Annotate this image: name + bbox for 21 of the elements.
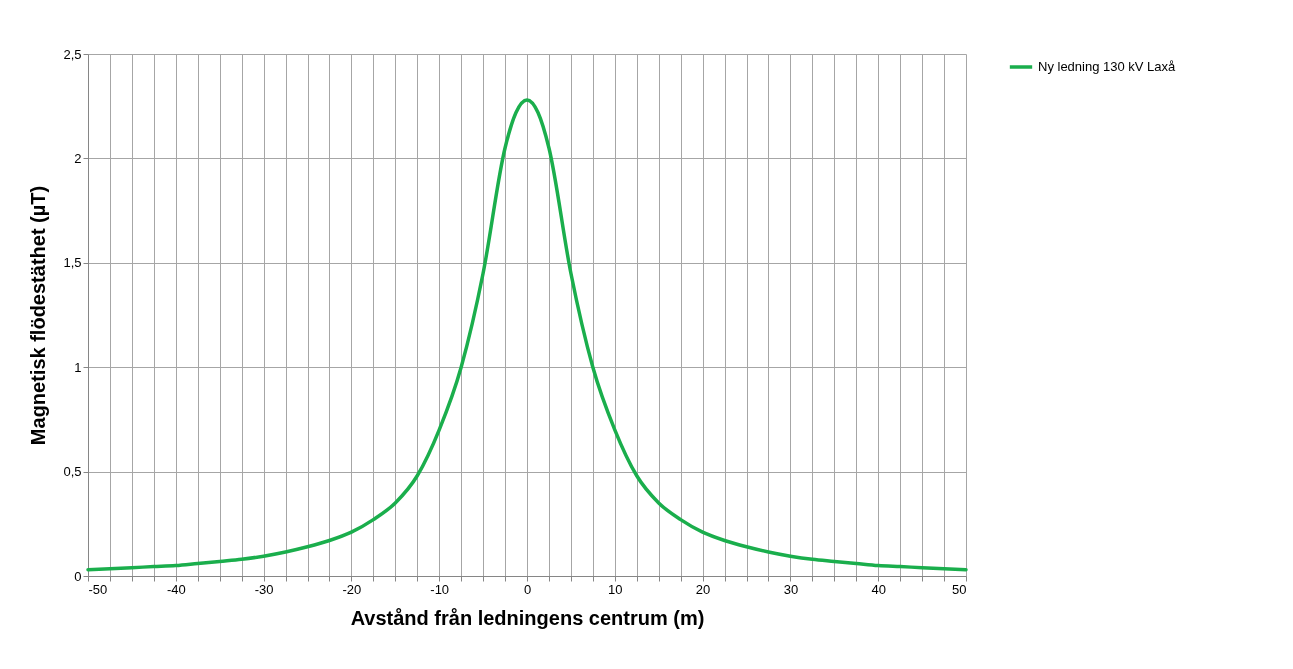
y-tick-label: 2,5	[63, 46, 82, 62]
x-tick-label: 50	[952, 581, 967, 597]
y-axis-title: Magnetisk flödestäthet (µT)	[27, 185, 50, 446]
x-tick-label: -20	[342, 581, 362, 597]
y-tick-label: 0,5	[63, 464, 82, 480]
x-tick-label: -50	[88, 581, 108, 597]
legend-label: Ny ledning 130 kV Laxå	[1038, 59, 1177, 74]
x-tick-label: 20	[695, 581, 711, 597]
x-tick-label: 10	[608, 581, 623, 597]
x-tick-label: 30	[783, 581, 799, 597]
x-tick-label: -10	[430, 581, 450, 597]
y-tick-label: 2	[74, 150, 82, 166]
x-tick-label: 40	[871, 581, 886, 597]
y-tick-label: 1,5	[63, 255, 82, 271]
x-axis-title: Avstånd från ledningens centrum (m)	[350, 606, 705, 629]
x-tick-label: 0	[523, 581, 532, 597]
x-tick-label: -30	[254, 581, 274, 597]
line-series	[86, 98, 968, 572]
y-tick-label: 1	[74, 359, 82, 375]
x-tick-label: -40	[166, 581, 186, 597]
y-tick-label: 0	[74, 568, 82, 584]
